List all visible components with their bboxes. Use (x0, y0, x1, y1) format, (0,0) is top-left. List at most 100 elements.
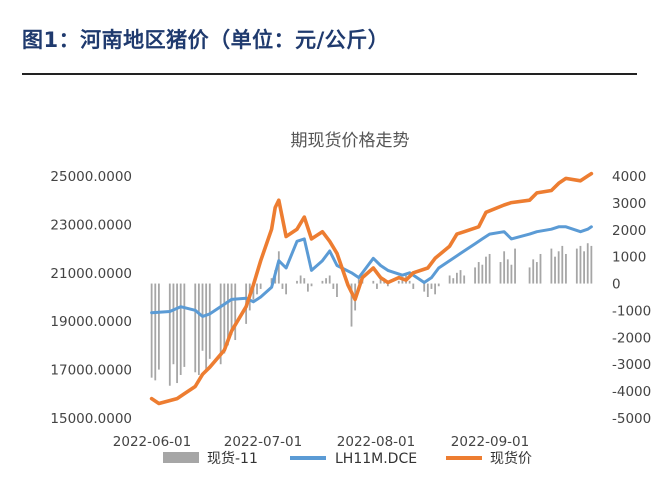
bar (532, 259, 535, 284)
bar (208, 283, 211, 359)
bar (557, 251, 560, 284)
bar (565, 253, 567, 284)
bar (583, 251, 585, 284)
bar (256, 283, 258, 295)
bar (372, 280, 375, 284)
right-y-tick-label: -1000 (612, 303, 651, 319)
legend: 现货-11 LH11M.DCE 现货价 (163, 450, 532, 467)
bar (590, 245, 593, 284)
bar (310, 283, 313, 287)
bar (401, 278, 404, 284)
bar (219, 283, 222, 365)
bar (223, 283, 226, 354)
series-line-spot-price (149, 171, 594, 406)
series-bars-spot-minus-11 (150, 243, 593, 386)
bar (485, 256, 487, 284)
bar (154, 283, 157, 381)
left-y-tick-label: 25000.0000 (50, 169, 132, 185)
right-y-tick-label: -3000 (612, 357, 651, 373)
bar (586, 243, 589, 284)
legend-label: LH11M.DCE (335, 451, 417, 467)
right-y-tick-label: -5000 (612, 411, 651, 427)
bar (325, 278, 327, 284)
bar (150, 283, 153, 378)
left-y-tick-label: 19000.0000 (50, 314, 132, 330)
x-tick-label: 2022-06-01 (113, 434, 191, 450)
right-y-tick-label: 0 (612, 277, 621, 293)
chart-title: 期现货价格走势 (291, 131, 410, 151)
bar (463, 275, 466, 284)
bar (437, 283, 440, 287)
bar (252, 283, 255, 300)
bar (277, 251, 280, 284)
left-y-tick-label: 15000.0000 (50, 411, 132, 427)
bar (176, 283, 178, 384)
bar (227, 283, 229, 346)
bar (554, 256, 556, 284)
bar (281, 283, 284, 289)
bar (434, 283, 436, 295)
bar (350, 283, 353, 327)
bar (448, 275, 451, 284)
bar (481, 264, 484, 284)
bar (456, 272, 458, 284)
bar (303, 278, 306, 284)
bar (528, 267, 531, 284)
right-y-tick-label: -4000 (612, 384, 651, 400)
bar (477, 262, 480, 284)
bar (296, 280, 298, 284)
bar (328, 275, 331, 284)
bar (579, 245, 582, 284)
bar (183, 283, 186, 367)
bar (539, 253, 542, 284)
bar (259, 283, 262, 289)
bar (299, 275, 302, 284)
left-y-axis: 25000.0000 23000.0000 21000.0000 19000.0000… (50, 169, 132, 427)
bar (285, 283, 287, 295)
bar (452, 278, 455, 284)
bar (270, 278, 273, 284)
left-y-tick-label: 23000.0000 (50, 217, 132, 233)
bar (430, 283, 433, 289)
right-y-tick-label: 4000 (612, 169, 646, 185)
bar (575, 248, 578, 284)
legend-label: 现货价 (490, 450, 532, 467)
bar (234, 283, 237, 341)
legend-swatch (163, 452, 199, 463)
legend-label: 现货-11 (207, 450, 258, 467)
bar (386, 283, 389, 287)
right-y-axis: 4000 3000 2000 1000 0 -1000 -2000 -3000 -4000 -50… (612, 169, 651, 427)
bar (412, 283, 415, 289)
left-y-tick-label: 17000.0000 (50, 363, 132, 379)
bar (488, 253, 491, 284)
bar (503, 251, 506, 284)
right-y-tick-label: 2000 (612, 223, 646, 239)
x-tick-label: 2022-09-01 (451, 434, 529, 450)
bar (506, 259, 509, 284)
bar (426, 283, 429, 297)
bar (376, 283, 378, 289)
bar (535, 262, 538, 284)
bar (194, 283, 197, 373)
bar (179, 283, 182, 375)
x-axis: 2022-06-01 2022-07-01 2022-08-01 2022-09-01 (113, 434, 529, 450)
page-title: 图1：河南地区猪价（单位：元/公斤） (22, 28, 390, 52)
bar (205, 283, 208, 370)
bar (550, 248, 553, 284)
x-tick-label: 2022-07-01 (224, 434, 302, 450)
series-lines (149, 171, 594, 406)
bar (561, 245, 564, 284)
series-line-lh11m (150, 225, 593, 318)
title-underline (22, 73, 637, 75)
bar (230, 283, 233, 335)
bar (459, 270, 462, 284)
bar (510, 264, 513, 284)
right-y-tick-label: -2000 (612, 330, 651, 346)
bar (168, 283, 171, 386)
bar (332, 283, 335, 289)
right-y-tick-label: 1000 (612, 250, 646, 266)
bar (357, 278, 360, 284)
bar (197, 283, 200, 375)
bar (423, 283, 426, 292)
